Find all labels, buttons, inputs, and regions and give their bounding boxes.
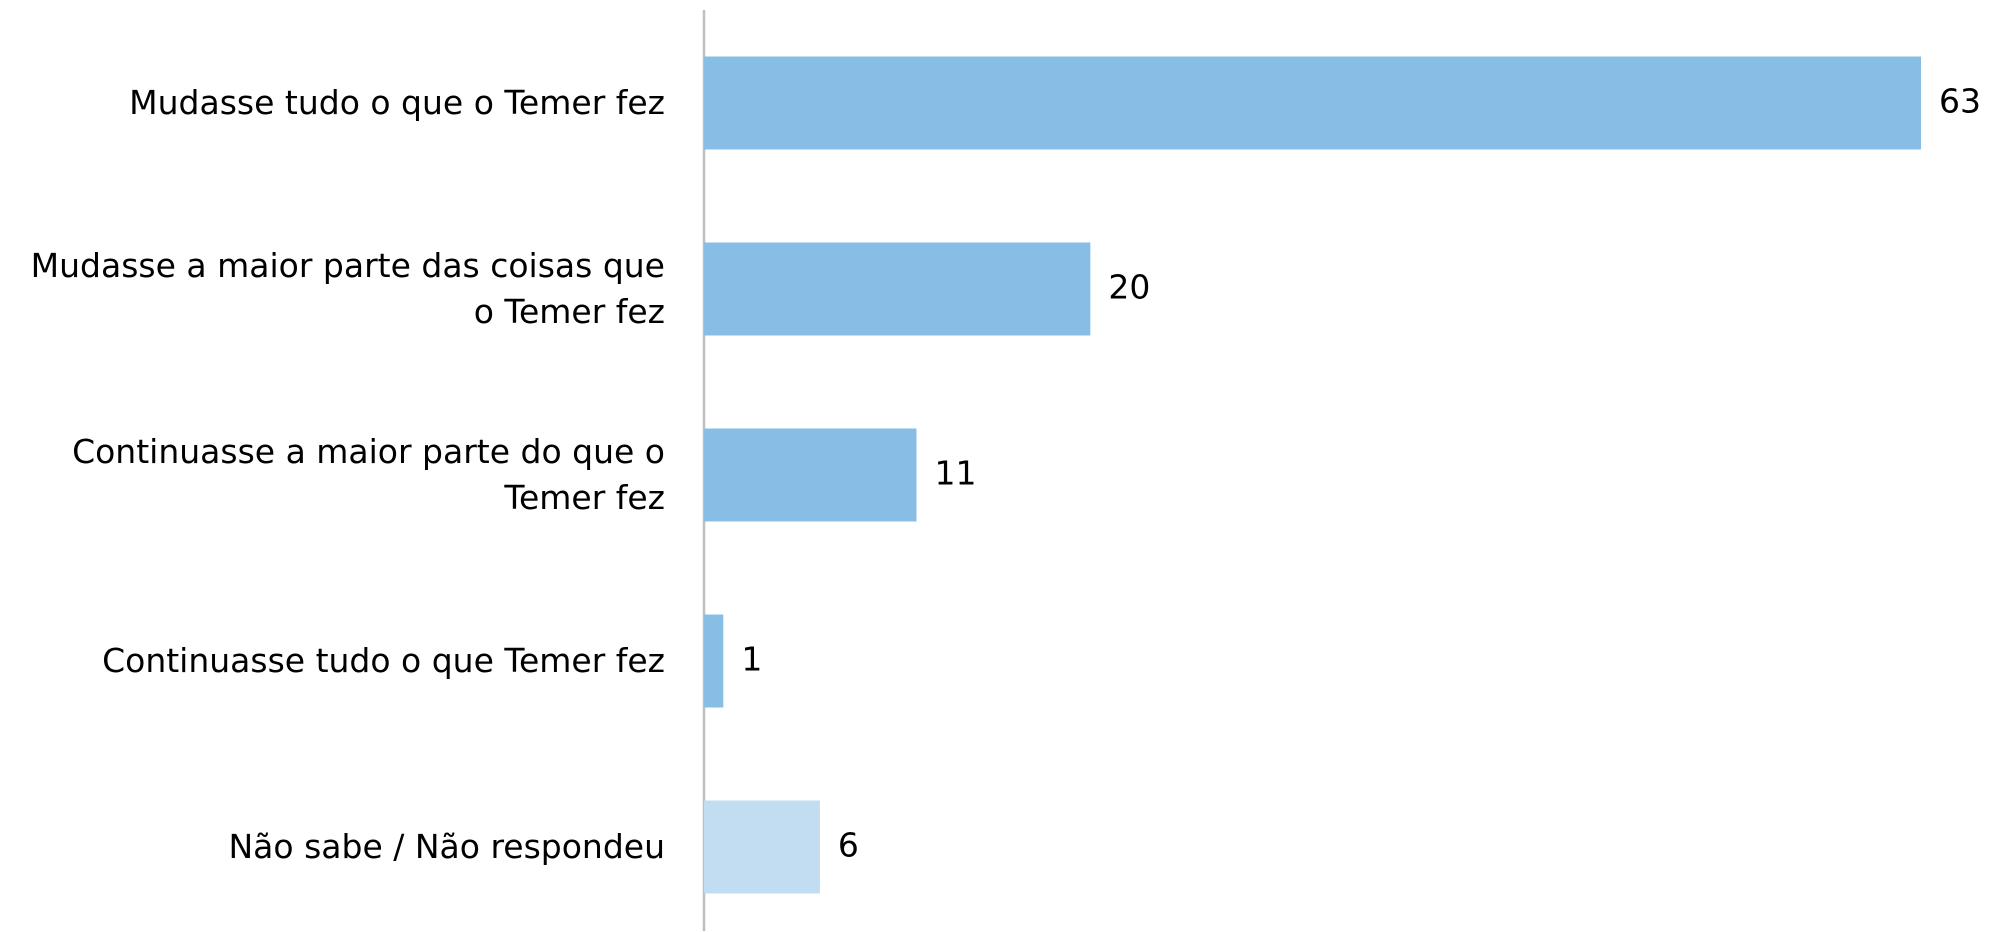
data-label: 11 xyxy=(934,454,976,493)
data-label: 1 xyxy=(741,640,762,679)
bar xyxy=(704,56,1921,150)
category-label: Mudasse a maior parte das coisas que o T… xyxy=(30,246,665,331)
data-label: 63 xyxy=(1939,82,1981,121)
bar xyxy=(704,800,820,894)
category-label: Continuasse tudo o que Temer fez xyxy=(102,641,665,680)
bar xyxy=(704,242,1091,336)
bar xyxy=(704,614,724,708)
bar xyxy=(704,428,917,522)
data-label: 6 xyxy=(838,826,859,865)
category-label: Não sabe / Não respondeu xyxy=(228,827,666,866)
data-label: 20 xyxy=(1108,268,1150,307)
category-label: Mudasse tudo o que o Temer fez xyxy=(129,83,665,122)
category-label: Continuasse a maior parte do que o Temer… xyxy=(72,432,665,517)
